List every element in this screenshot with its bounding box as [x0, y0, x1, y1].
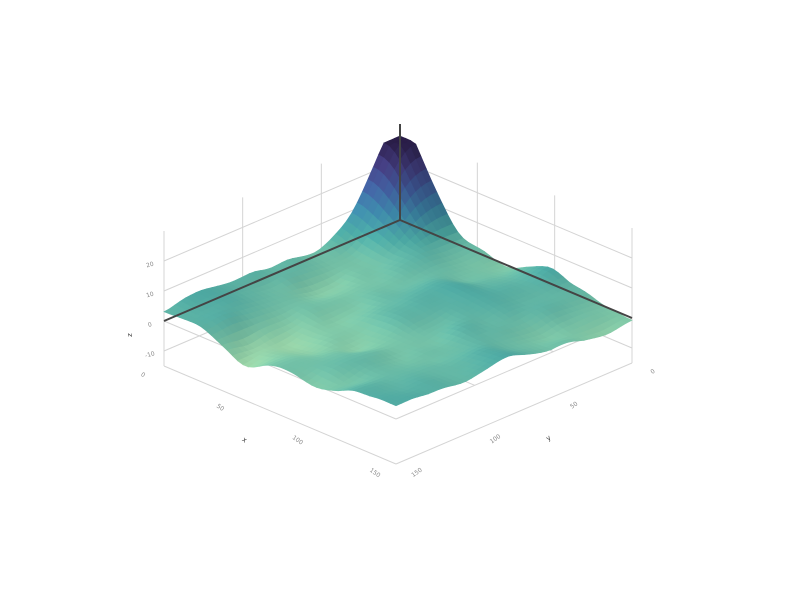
y-tick-label: 50: [569, 400, 579, 410]
grid-floor-y: [163, 320, 397, 420]
surface-layer: [163, 135, 633, 407]
grid-z-y-wall: [163, 159, 401, 262]
z-axis-title: z: [126, 333, 134, 337]
x-tick-label: 50: [215, 403, 225, 413]
x-axis-title: x: [240, 436, 248, 445]
grid-front-edge: [163, 365, 397, 465]
y-tick-label: 150: [410, 467, 424, 479]
y-axis-line: [163, 219, 401, 322]
z-tick-label: 0: [147, 321, 153, 329]
z-tick-label: 20: [145, 261, 154, 270]
z-tick-label: -10: [144, 350, 155, 359]
y-tick-label: 0: [649, 368, 656, 376]
x-tick-label: 100: [291, 434, 305, 446]
x-tick-label: 150: [368, 467, 382, 479]
z-tick-label: 10: [145, 291, 154, 300]
grid-front-edge: [395, 362, 633, 465]
y-axis-title: y: [545, 434, 553, 443]
surface-cell: [389, 400, 403, 407]
axis-layer: [163, 124, 633, 322]
y-tick-label: 100: [489, 433, 503, 445]
x-tick-label: 0: [139, 371, 146, 379]
grid-z-x-wall: [399, 159, 633, 259]
x-axis-line: [399, 219, 633, 319]
